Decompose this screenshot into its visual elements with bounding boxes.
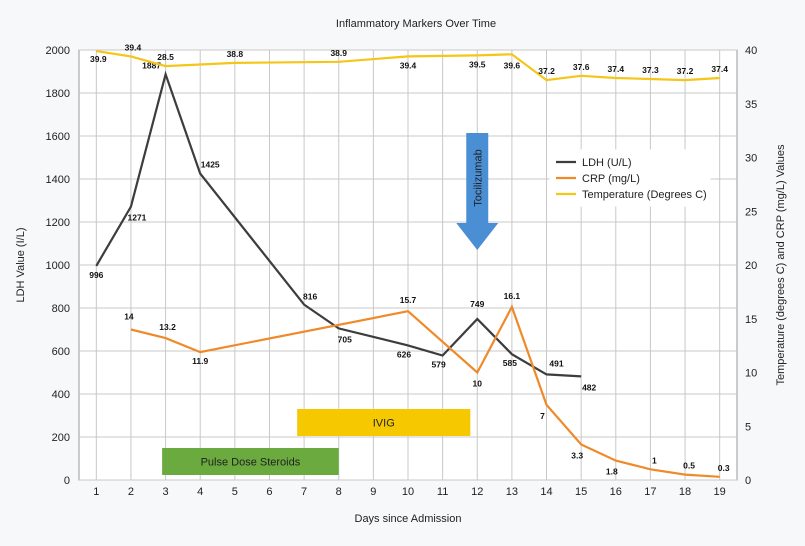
y-right-tick-label: 5 — [745, 421, 751, 433]
x-axis-title: Days since Admission — [355, 513, 462, 525]
data-label-crp: 1 — [652, 455, 657, 465]
tocilizumab-arrow — [456, 133, 499, 250]
treatment-bar-label: Pulse Dose Steroids — [201, 457, 301, 469]
y-right-tick-label: 25 — [745, 206, 757, 218]
x-tick-label: 19 — [714, 486, 726, 498]
y-left-tick-label: 400 — [52, 389, 70, 401]
legend-entry: Temperature (Degrees C) — [582, 189, 707, 201]
data-label-ldh: 705 — [338, 334, 352, 344]
data-label-ldh: 1887 — [142, 60, 161, 70]
x-tick-label: 8 — [336, 486, 342, 498]
y-left-tick-label: 0 — [64, 475, 70, 487]
x-tick-label: 16 — [610, 486, 622, 498]
y-left-tick-label: 800 — [52, 303, 70, 315]
data-label-temperature: 37.2 — [677, 66, 694, 76]
data-label-temperature: 39.6 — [504, 60, 521, 70]
data-label-crp: 13.2 — [159, 322, 176, 332]
data-label-ldh: 626 — [397, 349, 411, 359]
x-tick-label: 15 — [575, 486, 587, 498]
x-tick-label: 7 — [301, 486, 307, 498]
y-right-tick-label: 0 — [745, 475, 751, 487]
x-tick-label: 1 — [93, 486, 99, 498]
x-tick-label: 5 — [232, 486, 238, 498]
data-label-crp: 0.3 — [718, 463, 730, 473]
data-label-temperature: 39.9 — [90, 54, 107, 64]
x-tick-label: 12 — [471, 486, 483, 498]
x-tick-label: 3 — [163, 486, 169, 498]
y-right-tick-label: 20 — [745, 260, 757, 272]
y-left-tick-label: 200 — [52, 432, 70, 444]
data-label-crp: 7 — [540, 411, 545, 421]
x-tick-label: 4 — [197, 486, 203, 498]
y-left-tick-label: 2000 — [46, 45, 70, 57]
data-label-crp: 0.5 — [683, 461, 695, 471]
y-right-tick-label: 35 — [745, 99, 757, 111]
data-label-temperature: 37.6 — [573, 62, 590, 72]
data-label-temperature: 39.4 — [125, 42, 142, 52]
legend-entry: LDH (U/L) — [582, 157, 632, 169]
data-label-crp: 11.9 — [192, 356, 208, 366]
data-label-ldh: 1425 — [201, 160, 220, 170]
y-right-tick-label: 10 — [745, 368, 757, 380]
x-tick-label: 17 — [644, 486, 656, 498]
y-left-tick-label: 600 — [52, 346, 70, 358]
data-label-crp: 14 — [124, 312, 134, 322]
legend-entry: CRP (mg/L) — [582, 173, 640, 185]
treatment-bar-label: IVIG — [373, 418, 395, 430]
data-label-temperature: 39.5 — [469, 59, 486, 69]
tocilizumab-label: Tocilizumab — [472, 149, 484, 206]
data-label-crp: 1.8 — [606, 467, 618, 477]
chart-title: Inflammatory Markers Over Time — [336, 18, 496, 30]
x-tick-label: 18 — [679, 486, 691, 498]
data-label-temperature: 37.2 — [538, 66, 555, 76]
x-tick-label: 6 — [266, 486, 272, 498]
data-label-temperature: 37.4 — [711, 64, 728, 74]
data-label-temperature: 38.8 — [227, 49, 244, 59]
y-right-axis-title: Temperature (degrees C) and CRP (mg/L) V… — [775, 144, 787, 386]
data-label-ldh: 579 — [432, 360, 446, 370]
x-tick-label: 14 — [540, 486, 552, 498]
y-right-tick-label: 40 — [745, 45, 757, 57]
treatment-bar-ivig — [297, 409, 471, 436]
data-label-ldh: 816 — [303, 292, 317, 302]
x-tick-label: 10 — [402, 486, 414, 498]
data-label-temperature: 37.3 — [642, 65, 659, 75]
y-left-tick-label: 1600 — [46, 131, 70, 143]
data-label-ldh: 482 — [582, 382, 596, 392]
series-line-ldh — [95, 70, 582, 378]
series-line-crp — [130, 304, 720, 478]
data-label-temperature: 39.4 — [400, 60, 417, 70]
x-tick-label: 9 — [370, 486, 376, 498]
data-label-ldh: 1271 — [127, 213, 146, 223]
data-label-temperature: 38.9 — [330, 48, 347, 58]
data-label-temperature: 37.4 — [608, 64, 625, 74]
y-left-axis-title: LDH Value (I/L) — [15, 228, 27, 303]
data-label-crp: 10 — [473, 379, 483, 389]
data-label-temperature: 28.5 — [157, 52, 174, 62]
series-line-temperature — [96, 50, 720, 82]
data-label-ldh: 491 — [549, 358, 563, 368]
y-left-tick-label: 1200 — [46, 217, 70, 229]
data-label-crp: 16.1 — [504, 291, 521, 301]
y-right-tick-label: 15 — [745, 314, 757, 326]
legend-box — [549, 149, 711, 207]
y-left-tick-label: 1000 — [46, 260, 70, 272]
data-label-ldh: 585 — [503, 358, 517, 368]
data-label-crp: 3.3 — [571, 451, 583, 461]
y-left-tick-label: 1400 — [46, 174, 70, 186]
y-right-tick-label: 30 — [745, 153, 757, 165]
data-label-crp: 15.7 — [400, 295, 417, 305]
treatment-bar-pulse-dose-steroids — [162, 448, 339, 475]
data-label-ldh: 749 — [470, 299, 484, 309]
x-tick-label: 2 — [128, 486, 134, 498]
x-tick-label: 11 — [437, 486, 448, 498]
y-left-tick-label: 1800 — [46, 88, 70, 100]
x-tick-label: 13 — [506, 486, 518, 498]
data-label-ldh: 996 — [89, 270, 103, 280]
